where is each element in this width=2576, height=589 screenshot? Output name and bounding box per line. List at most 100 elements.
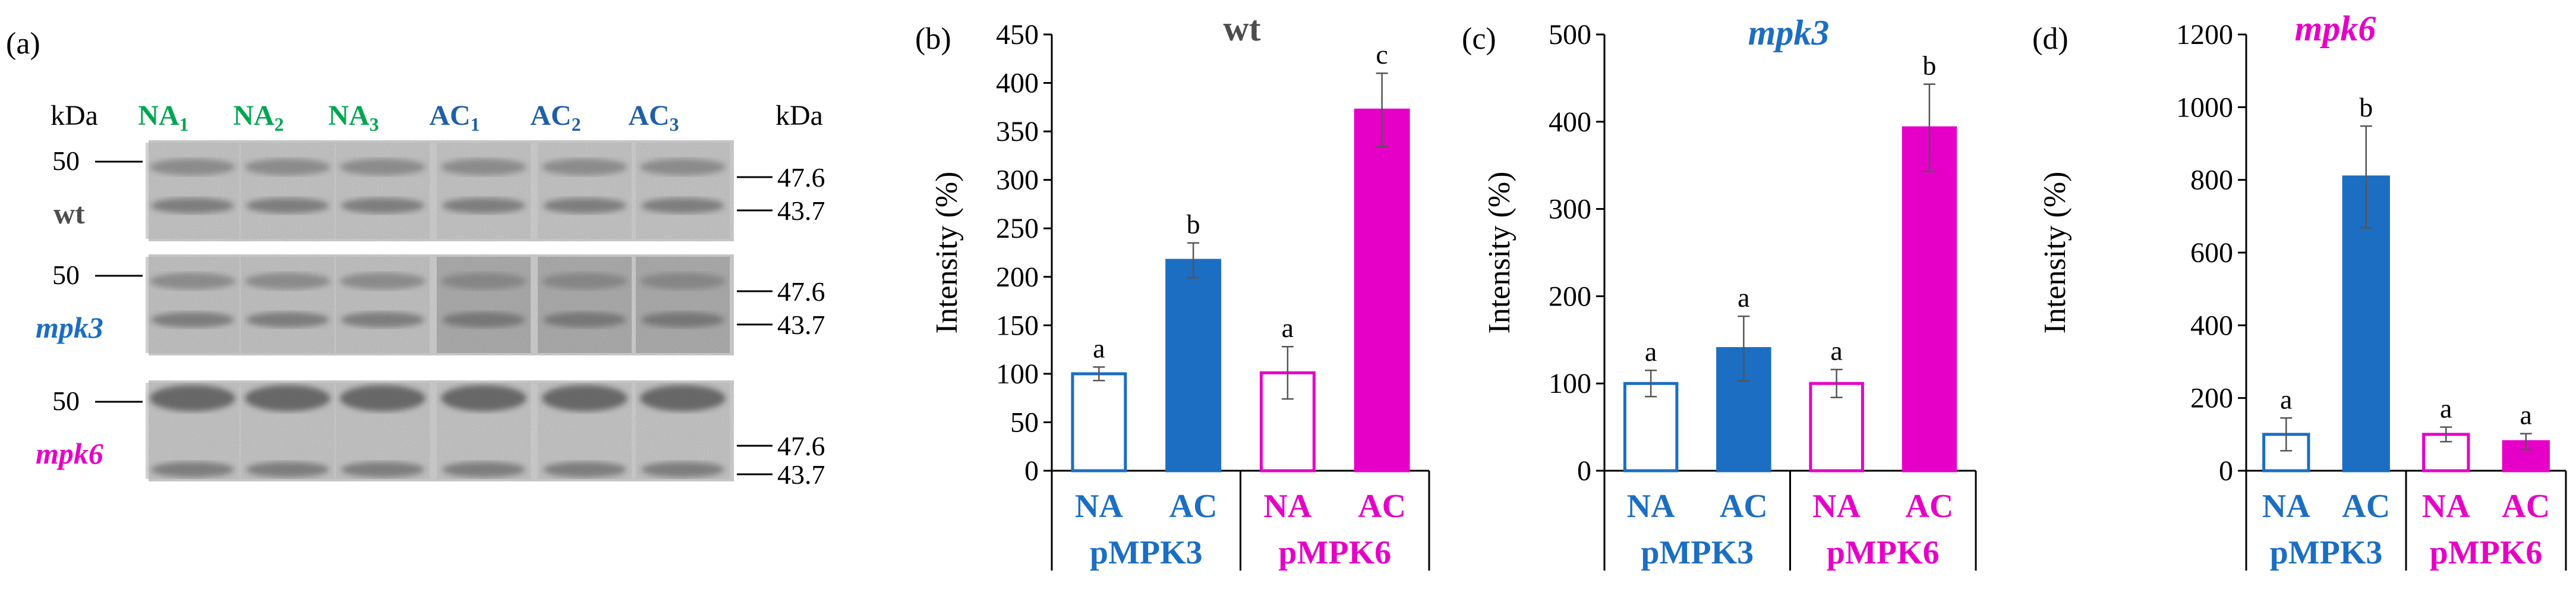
marker-47-6-label: 47.6 xyxy=(777,162,825,193)
significance-letter: a xyxy=(1738,282,1749,313)
blot-mpk6: 50 mpk6 47.643.7 xyxy=(36,380,825,490)
y-tick-label: 1000 xyxy=(2176,92,2233,123)
lane-label-ac1: AC1 xyxy=(429,100,480,135)
y-tick-label: 200 xyxy=(996,262,1039,293)
genotype-label-mpk6: mpk6 xyxy=(36,437,103,470)
bar-ac-pmpk3 xyxy=(1165,259,1222,473)
marker-47-6-label: 47.6 xyxy=(777,276,825,307)
marker-50-label: 50 xyxy=(52,146,80,176)
significance-letter: a xyxy=(1830,336,1842,366)
significance-letter: b xyxy=(1922,51,1936,81)
y-tick-label: 400 xyxy=(2190,310,2233,341)
group-label-pmpk3: pMPK3 xyxy=(2270,534,2383,571)
y-tick-label: 200 xyxy=(2190,383,2233,414)
x-category-label: AC xyxy=(2342,488,2390,525)
group-label-pmpk3: pMPK3 xyxy=(1641,534,1754,571)
lane-headers: NA1 NA2 NA3 AC1 AC2 AC3 xyxy=(138,100,679,135)
x-category-label: AC xyxy=(1720,488,1768,525)
y-tick-label: 600 xyxy=(2190,237,2233,269)
x-category-label: AC xyxy=(2502,488,2550,525)
y-tick-label: 400 xyxy=(1549,106,1591,138)
blot-texture xyxy=(149,140,734,241)
group-label-pmpk6: pMPK6 xyxy=(1278,534,1391,571)
significance-letter: a xyxy=(2520,400,2532,430)
blot-texture xyxy=(149,254,734,355)
lane-label-na3: NA3 xyxy=(328,100,379,135)
y-tick-label: 0 xyxy=(1024,455,1039,487)
y-tick-label: 300 xyxy=(1549,194,1591,225)
y-tick-label: 0 xyxy=(1577,455,1591,487)
chart-title: wt xyxy=(1223,9,1260,48)
significance-letter: b xyxy=(2359,92,2373,122)
genotype-label-wt: wt xyxy=(53,197,85,230)
x-category-label: NA xyxy=(2262,488,2310,525)
y-tick-label: 50 xyxy=(1010,407,1039,438)
y-tick-label: 500 xyxy=(1549,19,1591,51)
x-category-label: NA xyxy=(1627,488,1675,525)
marker-47-6-label: 47.6 xyxy=(777,431,825,461)
bar-na-pmpk6 xyxy=(2422,433,2470,473)
y-tick-label: 800 xyxy=(2190,165,2233,196)
blot-texture xyxy=(149,380,734,481)
marker-43-7-label: 43.7 xyxy=(777,196,825,226)
y-tick-label: 400 xyxy=(996,68,1039,99)
y-tick-label: 150 xyxy=(996,310,1039,341)
y-axis-label: Intensity (%) xyxy=(1483,172,1516,334)
blot-wt: 50 wt 47.643.7 xyxy=(52,140,825,241)
bar-ac-pmpk6 xyxy=(1902,126,1957,473)
x-category-label: AC xyxy=(1169,488,1218,525)
lane-label-na2: NA2 xyxy=(233,100,283,135)
x-category-label: NA xyxy=(1812,488,1861,525)
significance-letter: a xyxy=(2280,384,2292,414)
bar-ac-pmpk6 xyxy=(1354,108,1410,473)
blot-mpk3: 50 mpk3 47.643.7 xyxy=(36,254,825,355)
y-tick-label: 450 xyxy=(996,19,1039,51)
marker-50-label: 50 xyxy=(52,386,80,416)
x-category-label: NA xyxy=(1075,488,1123,525)
y-axis-label: Intensity (%) xyxy=(930,172,964,334)
lane-label-ac3: AC3 xyxy=(628,100,679,135)
marker-43-7-label: 43.7 xyxy=(777,459,825,490)
y-tick-label: 100 xyxy=(1549,368,1591,399)
significance-letter: a xyxy=(2440,393,2452,424)
chart-wt: (b) wt Intensity (%) 0 50 100 150 200 250 300 350 4… xyxy=(915,9,1430,571)
panel-a-label: (a) xyxy=(6,27,40,61)
group-label-pmpk3: pMPK3 xyxy=(1090,534,1203,571)
group-label-pmpk6: pMPK6 xyxy=(1827,534,1940,571)
y-tick-label: 250 xyxy=(996,213,1039,244)
significance-letter: b xyxy=(1187,209,1200,240)
significance-letter: a xyxy=(1645,336,1657,367)
lane-label-ac2: AC2 xyxy=(530,100,581,135)
chart-title: mpk3 xyxy=(1748,13,1830,52)
x-category-label: NA xyxy=(1263,488,1311,525)
genotype-label-mpk3: mpk3 xyxy=(36,311,103,344)
y-tick-label: 350 xyxy=(996,116,1039,147)
marker-50-label: 50 xyxy=(52,260,80,290)
group-label-pmpk6: pMPK6 xyxy=(2430,534,2543,571)
y-tick-label: 0 xyxy=(2219,455,2233,487)
x-category-label: AC xyxy=(1905,488,1953,525)
y-tick-label: 200 xyxy=(1549,281,1591,312)
panel-label: (c) xyxy=(1462,22,1496,56)
significance-letter: c xyxy=(1376,39,1388,70)
panel-a-western-blot: (a) kDa kDa NA1 NA2 NA3 AC1 AC2 AC3 50wt47.64… xyxy=(6,27,825,490)
panel-label: (d) xyxy=(2032,22,2069,56)
significance-letter: a xyxy=(1093,333,1105,363)
kda-label-right: kDa xyxy=(775,100,823,131)
significance-letter: a xyxy=(1282,313,1294,343)
y-tick-label: 1200 xyxy=(2176,19,2233,51)
bar-na-pmpk3 xyxy=(1071,372,1127,473)
lane-label-na1: NA1 xyxy=(138,100,188,135)
chart-title: mpk6 xyxy=(2295,9,2376,48)
bar-na-pmpk3 xyxy=(1623,382,1679,473)
chart-mpk6: (d) mpk6 Intensity (%) 0 200 400 600 800 1000 120… xyxy=(2032,9,2567,571)
x-category-label: NA xyxy=(2422,488,2470,525)
marker-43-7-label: 43.7 xyxy=(777,310,825,340)
x-category-label: AC xyxy=(1358,488,1406,525)
y-tick-label: 300 xyxy=(996,165,1039,196)
y-axis-label: Intensity (%) xyxy=(2038,172,2072,334)
panel-label: (b) xyxy=(915,22,951,56)
kda-label-left: kDa xyxy=(51,100,98,131)
